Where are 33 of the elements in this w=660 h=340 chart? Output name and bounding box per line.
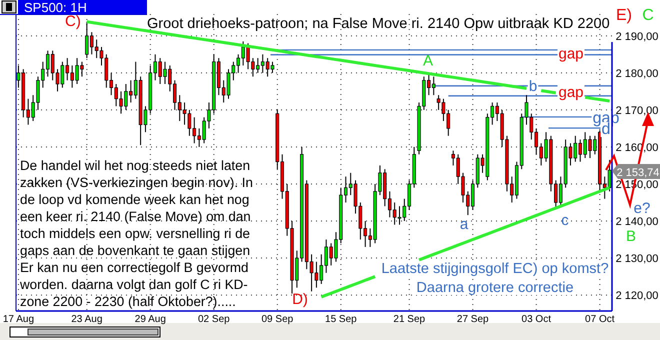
x-tick-label: 03 Oct: [522, 314, 552, 325]
chart-title: Groot driehoeks-patroon; na False Move ri. 2140 Opw uitbraak KD 2200: [147, 16, 610, 32]
y-tick-label: 2 190,00: [616, 30, 658, 43]
x-tick-label: 21 Sep: [393, 314, 426, 325]
annotation: Daarna grotere correctie: [416, 280, 574, 296]
text: 2 153,74: [616, 167, 660, 179]
x-tick-label: 29 Aug: [134, 314, 166, 325]
x-tick-label: 17 Aug: [2, 314, 34, 325]
y-tick-label: 2 180,00: [616, 68, 658, 80]
y-tick-label: 2 140,00: [616, 216, 658, 228]
annotation: D): [292, 291, 308, 308]
y-tick-label: 2 130,00: [616, 253, 658, 266]
ref-line-label: gap: [558, 45, 584, 62]
annotation: C): [65, 12, 81, 30]
annotation: A: [422, 52, 434, 70]
annotation: b: [528, 78, 538, 96]
ref-line-label: gap: [558, 84, 584, 101]
x-tick-label: 23 Aug: [71, 314, 102, 325]
annotation: c: [561, 212, 570, 229]
chart-subtitle: SP500: 1H: [24, 0, 87, 15]
x-tick-label: 09 Sep: [262, 314, 294, 325]
x-tick-label: 02 Sep: [198, 314, 230, 325]
x-tick-label: 07 Oct: [585, 314, 615, 325]
x-tick-label: 15 Sep: [325, 314, 358, 325]
text: C: [642, 7, 654, 24]
text: B: [626, 228, 636, 245]
x-tick-label: 27 Sep: [456, 314, 490, 325]
annotation: Laatste stijgingsgolf EC) op komst?: [381, 261, 609, 277]
y-tick-label: 2 120,00: [616, 290, 658, 302]
annotation: a: [460, 216, 469, 233]
text: De handel wil het nog steeds niet laten zakken (VS-verkiezingen begin nov). In de loop vd komende week kan het nog een keer ri. 2140 (False Move) om dan toch middels een opw. versnelling ri de gaps aan de bovenkant te gaan stijgen Er kan nu een correctiegolf B gevormd worden. daarna volgt dan golf C ri KD- zone 2200 - 2230 (half Oktober?).....: [20, 158, 253, 309]
text: E): [616, 7, 632, 24]
text: e?: [634, 200, 650, 217]
